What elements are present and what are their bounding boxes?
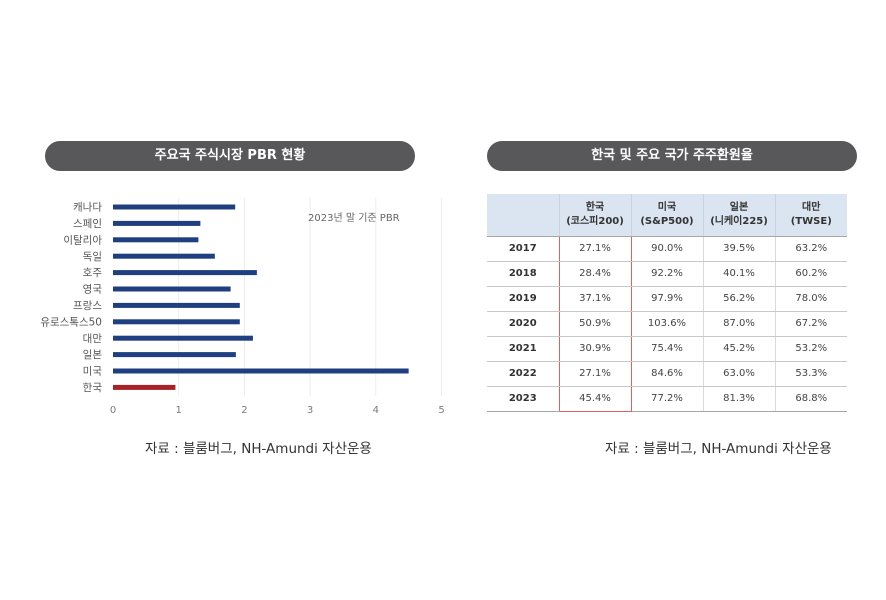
year-cell: 2019: [487, 286, 559, 312]
right-table-title: 한국 및 주요 국가 주주환원율: [487, 141, 857, 171]
category-label: 유로스톡스50: [40, 316, 102, 328]
year-cell: 2017: [487, 236, 559, 262]
left-source-note: 자료 : 블룸버그, NH-Amundi 자산운용: [145, 441, 372, 457]
x-tick-label: 5: [438, 405, 444, 416]
table-row: 2023 45.4% 77.2% 81.3% 68.8%: [487, 386, 847, 412]
value-cell: 45.4%: [558, 386, 632, 412]
category-label: 독일: [83, 250, 102, 263]
value-cell: 67.2%: [774, 311, 847, 337]
value-cell: 27.1%: [558, 236, 632, 262]
value-cell: 103.6%: [630, 311, 703, 337]
value-cell: 68.8%: [774, 386, 847, 412]
category-label: 캐나다: [73, 202, 102, 214]
category-label: 영국: [83, 284, 103, 296]
bar: [113, 237, 199, 243]
value-cell: 27.1%: [558, 361, 632, 387]
value-cell: 63.2%: [774, 236, 847, 262]
bar: [113, 253, 215, 259]
value-cell: 39.5%: [702, 236, 775, 262]
shareholder-return-table: 한국 (코스피200) 미국 (S&P500) 일본 (니케이225) 대만 (TWSE) 2…: [487, 194, 847, 412]
value-cell: 40.1%: [702, 261, 775, 287]
table-row: 2018 28.4% 92.2% 40.1% 60.2%: [487, 261, 847, 287]
column-header: 한국 (코스피200): [558, 194, 631, 237]
value-cell: 78.0%: [774, 286, 847, 312]
category-label: 한국: [83, 382, 103, 394]
x-tick-label: 2: [241, 405, 247, 416]
bar: [113, 368, 409, 374]
category-label: 호주: [83, 267, 103, 279]
value-cell: 92.2%: [630, 261, 703, 287]
category-label: 일본: [83, 348, 103, 361]
value-cell: 63.0%: [702, 361, 775, 387]
year-cell: 2021: [487, 336, 559, 362]
bar: [113, 302, 240, 308]
x-tick-label: 0: [110, 405, 116, 416]
category-label: 대만: [83, 333, 103, 345]
column-header: 미국 (S&P500): [630, 194, 703, 237]
bar: [113, 286, 231, 292]
bar: [113, 319, 240, 325]
bar: [113, 335, 253, 341]
table-row: 2017 27.1% 90.0% 39.5% 63.2%: [487, 236, 847, 262]
value-cell: 81.3%: [702, 386, 775, 412]
bar: [113, 384, 176, 390]
value-cell: 90.0%: [630, 236, 703, 262]
value-cell: 28.4%: [558, 261, 632, 287]
x-tick-label: 1: [176, 405, 182, 416]
year-header: [487, 194, 559, 237]
year-cell: 2020: [487, 311, 559, 337]
value-cell: 37.1%: [558, 286, 632, 312]
year-cell: 2018: [487, 261, 559, 287]
value-cell: 30.9%: [558, 336, 632, 362]
table-header-row: 한국 (코스피200) 미국 (S&P500) 일본 (니케이225) 대만 (TWSE): [487, 194, 847, 237]
table-row: 2021 30.9% 75.4% 45.2% 53.2%: [487, 336, 847, 362]
x-tick-label: 4: [373, 405, 379, 416]
category-label: 미국: [83, 366, 103, 378]
value-cell: 53.3%: [774, 361, 847, 387]
table-row: 2020 50.9% 103.6% 87.0% 67.2%: [487, 311, 847, 337]
left-chart-title: 주요국 주식시장 PBR 현황: [45, 141, 415, 171]
category-label: 이탈리아: [63, 233, 102, 246]
x-tick-label: 3: [307, 405, 313, 416]
value-cell: 60.2%: [774, 261, 847, 287]
value-cell: 53.2%: [774, 336, 847, 362]
table-row: 2019 37.1% 97.9% 56.2% 78.0%: [487, 286, 847, 312]
bar: [113, 204, 236, 210]
value-cell: 45.2%: [702, 336, 775, 362]
value-cell: 84.6%: [630, 361, 703, 387]
bar: [113, 352, 236, 358]
year-cell: 2023: [487, 386, 559, 412]
year-cell: 2022: [487, 361, 559, 387]
category-label: 스페인: [73, 218, 102, 230]
value-cell: 75.4%: [630, 336, 703, 362]
column-header: 일본 (니케이225): [702, 194, 775, 237]
value-cell: 77.2%: [630, 386, 703, 412]
category-label: 프랑스: [73, 300, 102, 312]
value-cell: 87.0%: [702, 311, 775, 337]
value-cell: 97.9%: [630, 286, 703, 312]
bar: [113, 220, 201, 226]
column-header: 대만 (TWSE): [774, 194, 847, 237]
value-cell: 56.2%: [702, 286, 775, 312]
value-cell: 50.9%: [558, 311, 632, 337]
right-source-note: 자료 : 블룸버그, NH-Amundi 자산운용: [605, 441, 832, 457]
chart-annotation: 2023년 말 기준 PBR: [308, 212, 400, 224]
bar: [113, 270, 257, 276]
table-row: 2022 27.1% 84.6% 63.0% 53.3%: [487, 361, 847, 387]
